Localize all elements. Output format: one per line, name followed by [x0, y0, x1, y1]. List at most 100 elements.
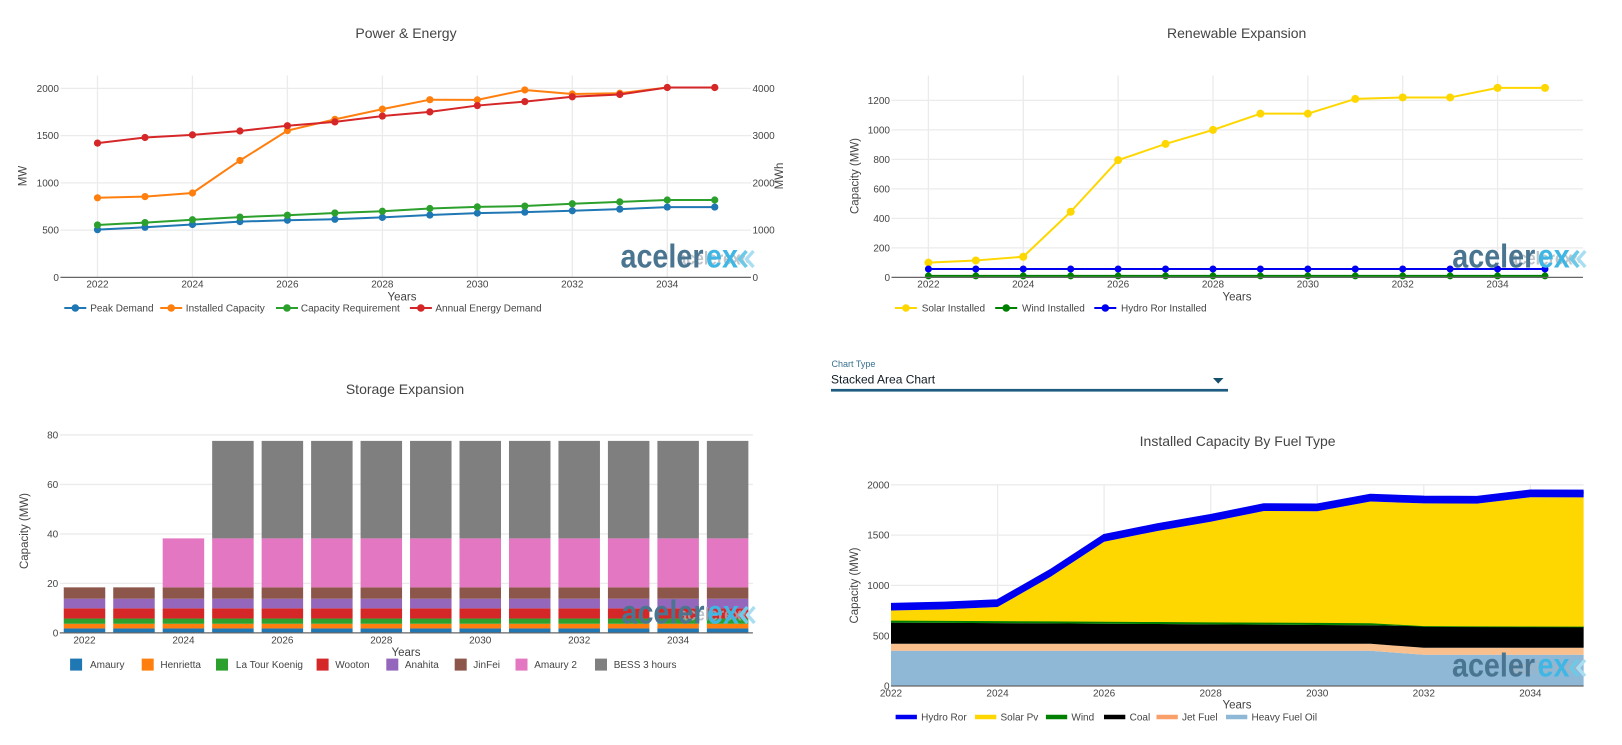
- svg-text:2022: 2022: [86, 280, 109, 291]
- svg-text:BESS 3 hours: BESS 3 hours: [614, 660, 677, 671]
- svg-text:2028: 2028: [1202, 280, 1225, 291]
- svg-text:2026: 2026: [276, 280, 299, 291]
- svg-text:500: 500: [42, 226, 59, 237]
- svg-text:2030: 2030: [469, 635, 492, 646]
- svg-text:0: 0: [753, 273, 759, 284]
- svg-text:600: 600: [873, 185, 890, 196]
- svg-text:2032: 2032: [1413, 689, 1436, 700]
- svg-text:Years: Years: [1223, 700, 1252, 712]
- svg-text:2026: 2026: [271, 635, 294, 646]
- svg-text:La Tour Koenig: La Tour Koenig: [236, 660, 303, 671]
- svg-text:2022: 2022: [880, 689, 903, 700]
- svg-text:2000: 2000: [37, 84, 60, 95]
- svg-text:2032: 2032: [568, 635, 591, 646]
- svg-text:2032: 2032: [561, 280, 584, 291]
- svg-text:2022: 2022: [73, 635, 96, 646]
- svg-text:4000: 4000: [753, 84, 776, 95]
- svg-text:acelerex«: acelerex«: [678, 249, 750, 269]
- svg-text:MW: MW: [18, 166, 30, 187]
- svg-text:2034: 2034: [667, 635, 690, 646]
- svg-text:Amaury 2: Amaury 2: [534, 660, 577, 671]
- svg-text:Hydro Ror: Hydro Ror: [921, 713, 967, 724]
- svg-text:Annual Energy Demand: Annual Energy Demand: [435, 303, 541, 314]
- svg-text:acelerex«: acelerex«: [1509, 658, 1581, 678]
- svg-text:400: 400: [873, 214, 890, 225]
- svg-text:2024: 2024: [172, 635, 195, 646]
- svg-text:aceler: aceler: [622, 594, 705, 631]
- svg-text:2024: 2024: [986, 689, 1009, 700]
- svg-text:2028: 2028: [1200, 689, 1223, 700]
- svg-text:aceler: aceler: [1452, 647, 1535, 684]
- svg-text:1000: 1000: [868, 126, 891, 137]
- svg-text:Years: Years: [392, 647, 421, 659]
- svg-text:ex: ex: [706, 238, 739, 275]
- svg-text:Solar Installed: Solar Installed: [922, 303, 985, 314]
- svg-text:2034: 2034: [1486, 280, 1509, 291]
- svg-text:ex: ex: [1538, 647, 1571, 684]
- svg-text:800: 800: [873, 155, 890, 166]
- svg-text:0: 0: [884, 273, 890, 284]
- svg-text:JinFei: JinFei: [473, 660, 500, 671]
- svg-text:2030: 2030: [1297, 280, 1320, 291]
- svg-text:acelerex«: acelerex«: [1509, 249, 1581, 269]
- svg-text:Stacked Area Chart: Stacked Area Chart: [831, 373, 936, 387]
- svg-text:2024: 2024: [1012, 280, 1035, 291]
- svg-text:Installed Capacity: Installed Capacity: [186, 303, 265, 314]
- svg-text:2026: 2026: [1107, 280, 1130, 291]
- svg-text:Installed Capacity By Fuel Typ: Installed Capacity By Fuel Type: [1140, 433, 1336, 449]
- svg-text:acelerex«: acelerex«: [679, 605, 751, 625]
- svg-text:Heavy Fuel Oil: Heavy Fuel Oil: [1252, 713, 1318, 724]
- svg-text:200: 200: [873, 244, 890, 255]
- svg-text:Henrietta: Henrietta: [160, 660, 201, 671]
- svg-text:Hydro Ror Installed: Hydro Ror Installed: [1121, 303, 1207, 314]
- svg-text:2000: 2000: [867, 480, 890, 491]
- svg-text:ex: ex: [707, 594, 740, 631]
- svg-text:ex: ex: [1538, 238, 1571, 275]
- svg-text:Capacity (MW): Capacity (MW): [19, 493, 31, 569]
- svg-text:500: 500: [873, 631, 890, 642]
- svg-text:Capacity Requirement: Capacity Requirement: [301, 303, 400, 314]
- svg-text:Anahita: Anahita: [405, 660, 439, 671]
- svg-text:2028: 2028: [370, 635, 393, 646]
- svg-text:80: 80: [47, 431, 59, 442]
- svg-text:aceler: aceler: [1452, 238, 1535, 275]
- svg-text:1500: 1500: [37, 131, 60, 142]
- svg-text:1000: 1000: [753, 226, 776, 237]
- svg-text:0: 0: [884, 682, 890, 693]
- svg-text:2024: 2024: [181, 280, 204, 291]
- svg-text:3000: 3000: [753, 131, 776, 142]
- svg-text:2028: 2028: [371, 280, 394, 291]
- svg-text:Renewable Expansion: Renewable Expansion: [1167, 25, 1306, 41]
- svg-text:2034: 2034: [656, 280, 679, 291]
- svg-text:2000: 2000: [753, 178, 776, 189]
- svg-text:1200: 1200: [868, 96, 891, 107]
- svg-text:2022: 2022: [917, 280, 940, 291]
- svg-text:1500: 1500: [867, 531, 890, 542]
- svg-text:Power & Energy: Power & Energy: [355, 25, 456, 41]
- svg-text:Amaury: Amaury: [90, 660, 124, 671]
- svg-text:Wind Installed: Wind Installed: [1022, 303, 1085, 314]
- svg-text:1000: 1000: [37, 178, 60, 189]
- svg-text:Jet Fuel: Jet Fuel: [1182, 713, 1218, 724]
- svg-text:60: 60: [47, 480, 59, 491]
- svg-text:Peak Demand: Peak Demand: [90, 303, 153, 314]
- svg-text:0: 0: [53, 629, 59, 640]
- svg-text:2026: 2026: [1093, 689, 1116, 700]
- svg-text:Capacity (MW): Capacity (MW): [849, 547, 861, 623]
- svg-text:Coal: Coal: [1130, 713, 1151, 724]
- svg-text:0: 0: [53, 273, 59, 284]
- svg-text:40: 40: [47, 530, 59, 541]
- svg-text:Solar Pv: Solar Pv: [1001, 713, 1039, 724]
- svg-text:Years: Years: [388, 292, 417, 304]
- svg-text:1000: 1000: [867, 581, 890, 592]
- svg-text:2030: 2030: [1306, 689, 1329, 700]
- svg-text:Storage Expansion: Storage Expansion: [346, 381, 464, 397]
- svg-text:20: 20: [47, 579, 59, 590]
- svg-text:aceler: aceler: [621, 238, 704, 275]
- svg-text:2034: 2034: [1519, 689, 1542, 700]
- svg-text:Capacity (MW): Capacity (MW): [849, 138, 861, 214]
- svg-text:2030: 2030: [466, 280, 489, 291]
- svg-text:Chart Type: Chart Type: [832, 359, 876, 369]
- svg-text:2032: 2032: [1392, 280, 1415, 291]
- svg-text:Wooton: Wooton: [335, 660, 369, 671]
